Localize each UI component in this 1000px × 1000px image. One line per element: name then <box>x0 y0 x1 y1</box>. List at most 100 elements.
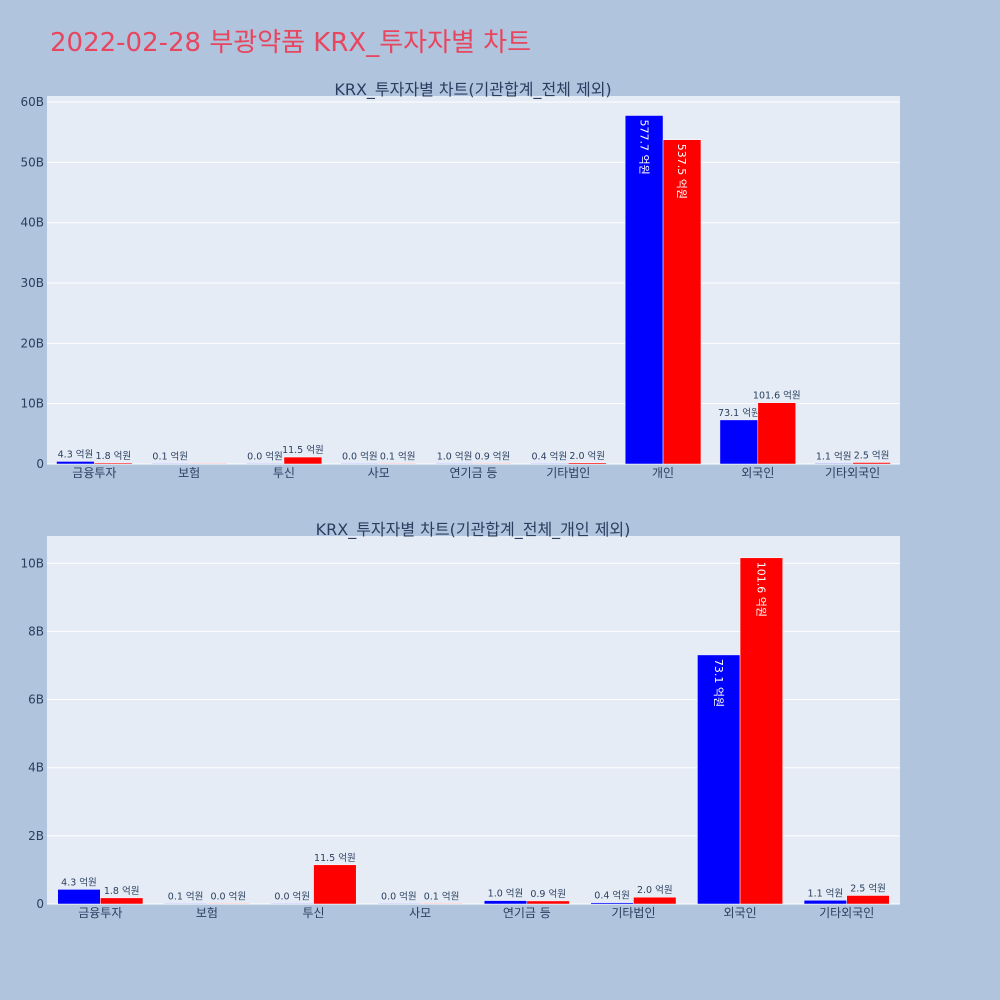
bar <box>697 654 741 905</box>
bar <box>435 463 474 465</box>
bar <box>624 115 664 465</box>
data-label: 2.0 억원 <box>569 450 605 462</box>
y-tick-label: 60B <box>20 95 44 109</box>
bar <box>633 896 677 905</box>
data-label: 0.1 억원 <box>168 890 204 902</box>
y-tick-label: 40B <box>20 216 44 230</box>
bar <box>206 903 250 905</box>
x-tick-label: 사모 <box>409 906 431 920</box>
bar <box>739 557 783 905</box>
x-tick-label: 보험 <box>178 466 200 480</box>
x-tick-label: 기타법인 <box>611 906 655 920</box>
data-label: 1.0 억원 <box>488 888 524 900</box>
y-tick-label: 10B <box>20 397 44 411</box>
data-label: 0.0 억원 <box>210 890 246 902</box>
bar <box>57 889 101 905</box>
data-label: 101.6 억원 <box>753 390 801 402</box>
y-tick-label: 0 <box>36 457 44 471</box>
chart-title: KRX_투자자별 차트(기관합계_전체_개인 제외) <box>316 520 631 540</box>
bar <box>56 461 95 465</box>
x-tick-label: 금융투자 <box>72 466 116 480</box>
x-tick-label: 보험 <box>196 906 218 920</box>
data-label: 1.1 억원 <box>808 887 844 899</box>
data-label: 73.1 억원 <box>712 659 725 707</box>
y-tick-label: 20B <box>20 336 44 350</box>
bar <box>803 900 847 905</box>
bar <box>164 903 208 905</box>
y-tick-label: 6B <box>28 693 44 707</box>
data-label: 1.8 억원 <box>104 885 140 897</box>
data-label: 577.7 억원 <box>637 119 650 174</box>
bar <box>814 463 853 465</box>
y-tick-label: 2B <box>28 829 44 843</box>
data-label: 1.0 억원 <box>437 450 473 462</box>
bar <box>530 463 569 465</box>
data-label: 537.5 억원 <box>675 144 688 199</box>
bar <box>188 463 228 465</box>
data-label: 2.5 억원 <box>850 882 886 894</box>
bar <box>852 462 891 465</box>
bar <box>568 462 607 465</box>
bar <box>590 902 634 905</box>
data-label: 0.1 억원 <box>424 890 460 902</box>
bar <box>313 864 357 905</box>
data-label: 0.9 억원 <box>530 888 566 900</box>
bar <box>245 463 285 465</box>
x-tick-label: 개인 <box>652 466 674 480</box>
bar <box>419 903 464 905</box>
x-tick-label: 외국인 <box>741 466 774 480</box>
data-label: 101.6 억원 <box>755 562 768 617</box>
y-tick-label: 30B <box>20 276 44 290</box>
bar <box>270 903 314 905</box>
bar <box>662 139 702 465</box>
x-tick-label: 투신 <box>303 906 325 920</box>
data-label: 73.1 억원 <box>718 407 760 419</box>
chart-1: 0 10B 20B 30B 40B 50B 60B KRX_투자자별 차트(기관합계_전체 제… <box>20 80 900 480</box>
data-label: 1.1 억원 <box>816 450 852 462</box>
data-label: 4.3 억원 <box>58 448 94 460</box>
x-tick-label: 사모 <box>368 466 390 480</box>
bar <box>100 897 144 905</box>
bar <box>283 456 323 465</box>
data-label: 0.1 억원 <box>152 450 188 462</box>
bar <box>846 895 890 905</box>
x-tick-label: 기타외국인 <box>825 466 880 480</box>
bar <box>151 463 190 465</box>
y-tick-label: 10B <box>20 556 44 570</box>
page-title: 2022-02-28 부광약품 KRX_투자자별 차트 <box>50 28 532 58</box>
x-tick-label: 기타외국인 <box>819 906 874 920</box>
x-tick-label: 금융투자 <box>78 906 122 920</box>
y-tick-label: 50B <box>20 155 44 169</box>
data-label: 2.5 억원 <box>854 449 890 461</box>
y-tick-label: 4B <box>28 761 44 775</box>
data-label: 0.9 억원 <box>475 450 511 462</box>
bar <box>757 402 796 465</box>
x-tick-label: 외국인 <box>724 906 757 920</box>
x-tick-label: 기타법인 <box>546 466 590 480</box>
chart-2: 0 2B 4B 6B 8B 10B KRX_투자자별 차트(기관합계_전체_개인 제외) 금융… <box>20 520 900 920</box>
data-label: 0.0 억원 <box>274 890 310 902</box>
data-label: 0.0 억원 <box>247 450 283 462</box>
data-label: 0.0 억원 <box>342 450 378 462</box>
data-label: 0.1 억원 <box>380 450 416 462</box>
bar <box>483 900 528 905</box>
data-label: 0.0 억원 <box>381 890 417 902</box>
bar <box>473 463 512 465</box>
y-tick-label: 8B <box>28 624 44 638</box>
chart-title: KRX_투자자별 차트(기관합계_전체 제외) <box>334 80 611 100</box>
data-label: 0.4 억원 <box>532 450 568 462</box>
data-label: 2.0 억원 <box>637 884 673 896</box>
bar <box>340 463 379 465</box>
bar <box>94 462 133 465</box>
data-label: 4.3 억원 <box>61 876 97 888</box>
bar <box>719 419 759 465</box>
bar <box>526 900 570 905</box>
data-label: 11.5 억원 <box>314 852 356 864</box>
bar <box>377 903 421 905</box>
data-label: 11.5 억원 <box>282 444 324 456</box>
y-tick-label: 0 <box>36 897 44 911</box>
data-label: 0.4 억원 <box>594 890 630 902</box>
x-tick-label: 연기금 등 <box>450 466 498 480</box>
x-tick-label: 연기금 등 <box>503 906 551 920</box>
